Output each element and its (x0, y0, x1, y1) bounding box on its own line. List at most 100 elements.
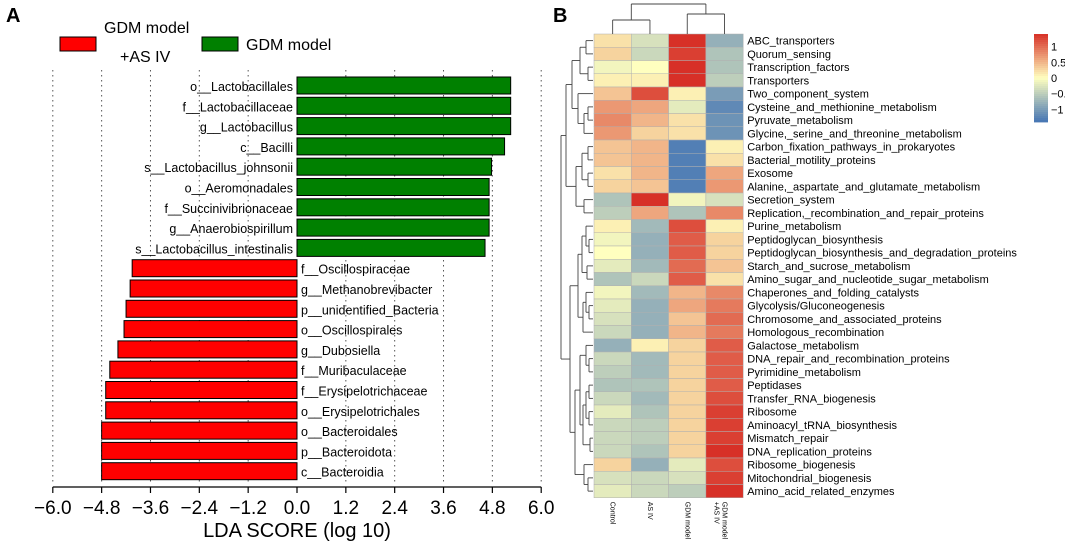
heatmap-cell (631, 139, 669, 154)
row-label: Transfer_RNA_biogenesis (747, 393, 876, 405)
row-label: DNA_replication_proteins (747, 446, 872, 458)
row-label: Mismatch_repair (747, 433, 829, 445)
x-tick-label: 6.0 (528, 498, 554, 519)
bar-f__Erysipelotrichaceae (105, 381, 298, 399)
heatmap-cell (705, 245, 744, 260)
bar-label: c__Bacteroidia (301, 466, 384, 480)
heatmap-cell (668, 444, 707, 459)
heatmap-cell (593, 166, 632, 180)
heatmap-cell (593, 418, 632, 432)
row-label: Transporters (747, 75, 809, 87)
colorbar-segment (1034, 64, 1048, 67)
colorbar-segment (1034, 104, 1048, 107)
heatmap-cell (593, 484, 632, 498)
x-tick-label: −6.0 (34, 498, 72, 519)
colorbar-segment (1034, 52, 1048, 55)
heatmap-cell (631, 365, 669, 379)
lda-bar-chart: o__Lactobacillales f__Lactobacillaceae g__… (34, 70, 554, 519)
heatmap-cell (631, 33, 669, 48)
heatmap-cell (593, 351, 632, 366)
row-label: Homologous_recombination (747, 327, 884, 339)
heatmap-cell (593, 139, 632, 154)
heatmap-cell (668, 100, 707, 114)
row-label: Cysteine_and_methionine_metabolism (747, 102, 937, 114)
heatmap-cell (668, 298, 707, 313)
heatmap-cell (705, 153, 744, 167)
heatmap-cell (705, 272, 744, 286)
heatmap-cell (593, 431, 632, 445)
heatmap-cell (593, 73, 632, 88)
panel-a-label: A (6, 5, 20, 27)
heatmap-cell (668, 457, 707, 472)
bar-label: g__Methanobrevibacter (301, 283, 432, 297)
row-label: Ribosome_biogenesis (747, 460, 856, 472)
heatmap-cell (705, 351, 744, 366)
row-label: ABC_transporters (747, 36, 835, 48)
x-tick-label: 4.8 (479, 498, 505, 519)
colorbar-segment (1034, 50, 1048, 53)
heatmap-cell (631, 338, 669, 353)
heatmap-cell (705, 325, 744, 339)
colorbar-tick-label: −1 (1051, 104, 1064, 116)
heatmap-cell (668, 285, 707, 300)
heatmap-cell (631, 179, 669, 194)
heatmap-cell (668, 259, 707, 273)
heatmap-cell (631, 192, 669, 207)
heatmap-cell (705, 338, 744, 353)
heatmap-cell (631, 444, 669, 459)
heatmap-cell (631, 126, 669, 141)
row-label: Galactose_metabolism (747, 340, 859, 352)
heatmap-cell (668, 404, 707, 419)
heatmap-cell (631, 418, 669, 432)
heatmap-cell (705, 33, 744, 48)
heatmap-cell (593, 126, 632, 141)
heatmap-cell (631, 166, 669, 180)
legend-label-red-line2: +AS IV (120, 49, 171, 66)
heatmap-cell (668, 166, 707, 180)
heatmap-cell (631, 378, 669, 392)
heatmap-cell (593, 312, 632, 326)
bar-label: f__Lactobacillaceae (183, 100, 294, 114)
heatmap-cell (631, 285, 669, 300)
bar-o__Aeromonadales (296, 178, 490, 196)
row-label: Quorum_sensing (747, 49, 831, 61)
bar-label: c__Bacilli (240, 141, 293, 155)
heatmap-cell (668, 47, 707, 61)
heatmap-cell (668, 418, 707, 432)
heatmap-cell (705, 166, 744, 180)
heatmap-cell (631, 100, 669, 114)
legend-label-red-line1: GDM model (104, 20, 189, 37)
panel-b-label: B (553, 5, 567, 27)
heatmap-cell (668, 113, 707, 127)
bar-label: g__Lactobacillus (200, 121, 293, 135)
row-label: Amino_sugar_and_nucleotide_sugar_metabol… (747, 274, 989, 286)
bar-g__Lactobacillus (296, 117, 512, 136)
row-label: Purine_metabolism (747, 221, 841, 233)
heatmap-cell (631, 484, 669, 498)
row-label: Transcription_factors (747, 62, 850, 74)
heatmap-cell (631, 259, 669, 273)
bar-label: o__Lactobacillales (190, 80, 293, 94)
row-label: Pyrimidine_metabolism (747, 367, 861, 379)
bar-label: p__Bacteroidota (301, 445, 392, 459)
bar-f__Lactobacillaceae (296, 96, 512, 115)
colorbar-segment (1034, 48, 1048, 51)
heatmap-cell (593, 272, 632, 286)
colorbar-segment (1034, 54, 1048, 57)
bar-label: p__unidentified_Bacteria (301, 303, 439, 317)
colorbar-segment (1034, 82, 1048, 85)
heatmap-cell (705, 484, 744, 498)
heatmap-cell (631, 431, 669, 445)
row-label: Peptidoglycan_biosynthesis (747, 234, 883, 246)
heatmap-cell (705, 232, 744, 247)
colorbar-segment (1034, 72, 1048, 75)
heatmap-cell (631, 325, 669, 339)
heatmap-cell (593, 259, 632, 273)
heatmap-cell (705, 179, 744, 194)
colorbar-segment (1034, 62, 1048, 65)
colorbar-segment (1034, 70, 1048, 73)
column-label-line: AS IV (646, 502, 653, 520)
heatmap-cell (631, 86, 669, 101)
heatmap-cell (593, 33, 632, 48)
heatmap-cell (593, 285, 632, 300)
